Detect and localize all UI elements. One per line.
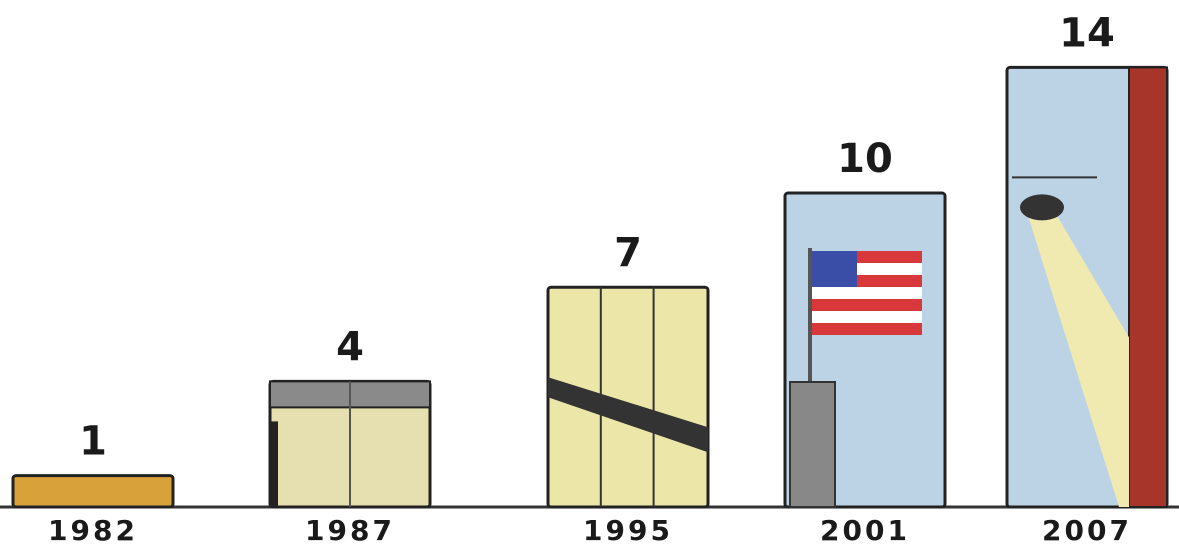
helicopter	[1020, 194, 1064, 221]
x-tick-label: 2007	[1042, 514, 1132, 547]
x-tick-label: 1995	[583, 514, 673, 547]
x-tick-label: 1987	[305, 514, 395, 547]
searchlight	[1027, 207, 1129, 507]
flag-stripe	[812, 323, 922, 335]
value-label: 4	[336, 324, 364, 370]
bar	[11, 474, 175, 509]
value-label: 14	[1059, 10, 1115, 56]
brick-wall	[1128, 66, 1168, 509]
flag-stripe	[812, 299, 922, 311]
door-shadow	[270, 421, 278, 507]
value-label: 1	[79, 419, 107, 465]
flag-stripe	[812, 311, 922, 323]
statue	[789, 381, 836, 508]
x-tick-label: 1982	[48, 514, 138, 547]
x-tick-label: 2001	[820, 514, 910, 547]
awning	[548, 377, 708, 453]
value-label: 7	[614, 230, 642, 276]
flag-stripe	[812, 287, 922, 299]
value-label: 10	[837, 136, 893, 182]
flag-canton	[812, 251, 857, 287]
